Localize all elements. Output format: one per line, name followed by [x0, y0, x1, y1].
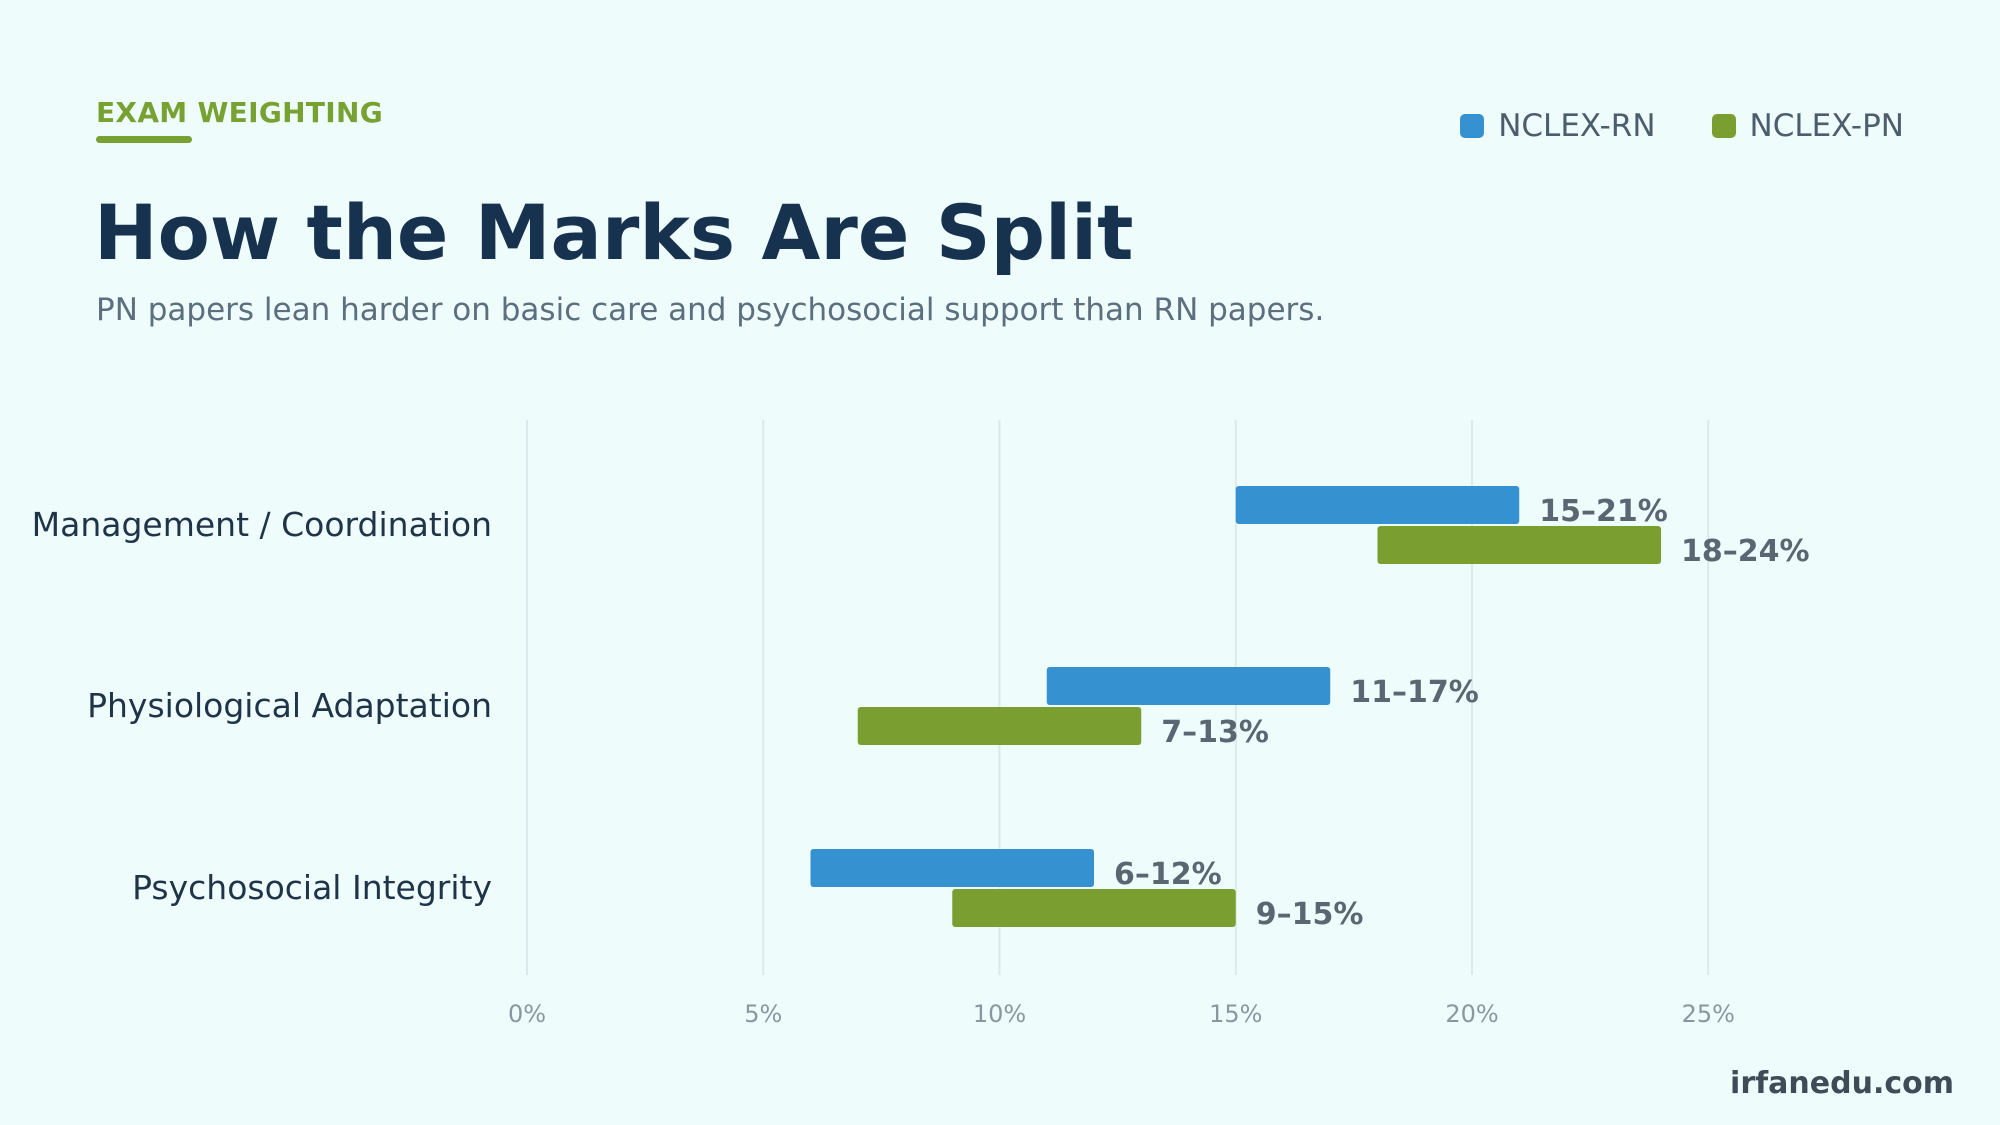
category-label-0: Management / Coordination: [32, 505, 492, 544]
legend-item-rn: NCLEX-RN: [1460, 108, 1656, 144]
x-tick-label-0: 0%: [508, 1000, 546, 1028]
bar-nclex-pn-2: [952, 889, 1236, 927]
bar-label-nclex-rn-1: 11–17%: [1350, 675, 1479, 710]
x-tick-label-10: 10%: [973, 1000, 1026, 1028]
bar-label-nclex-pn-1: 7–13%: [1161, 715, 1269, 750]
chart-legend: NCLEX-RN NCLEX-PN: [1460, 108, 1904, 144]
bar-nclex-pn-0: [1377, 526, 1661, 564]
eyebrow-underline: [96, 136, 192, 143]
x-tick-label-20: 20%: [1445, 1000, 1498, 1028]
bar-nclex-rn-0: [1235, 486, 1520, 524]
x-tick-label-15: 15%: [1209, 1000, 1262, 1028]
category-label-2: Psychosocial Integrity: [132, 868, 492, 907]
bar-nclex-pn-1: [857, 707, 1142, 745]
eyebrow-label: EXAM WEIGHTING: [96, 96, 383, 129]
bar-nclex-rn-1: [1046, 667, 1331, 705]
category-label-1: Physiological Adaptation: [87, 686, 492, 725]
page-subtitle: PN papers lean harder on basic care and …: [96, 292, 1325, 328]
bar-label-nclex-rn-2: 6–12%: [1114, 857, 1222, 892]
legend-swatch-pn: [1711, 114, 1736, 138]
page-title: How the Marks Are Split: [94, 188, 1134, 277]
legend-label-rn: NCLEX-RN: [1498, 108, 1656, 144]
bar-nclex-rn-2: [810, 849, 1094, 887]
bar-label-nclex-rn-0: 15–21%: [1539, 494, 1668, 529]
legend-swatch-rn: [1460, 114, 1485, 138]
x-tick-label-25: 25%: [1682, 1000, 1735, 1028]
bar-label-nclex-pn-2: 9–15%: [1256, 897, 1364, 932]
site-watermark: irfanedu.com: [1730, 1066, 1954, 1101]
legend-label-pn: NCLEX-PN: [1749, 108, 1904, 144]
bar-label-nclex-pn-0: 18–24%: [1681, 534, 1810, 569]
x-tick-label-5: 5%: [744, 1000, 782, 1028]
legend-item-pn: NCLEX-PN: [1711, 108, 1904, 144]
